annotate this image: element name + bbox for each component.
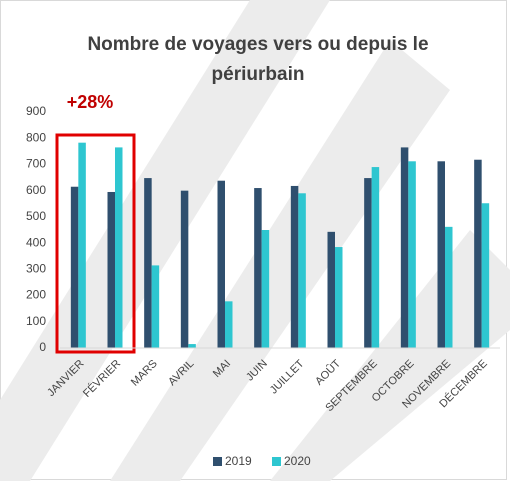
bar [144,178,152,348]
y-tick-label: 900 [26,104,46,118]
bar [261,230,270,348]
highlight-box [55,133,136,354]
bar [298,193,306,348]
bar [290,185,299,348]
legend-swatch [213,457,222,466]
bar [335,247,343,348]
bar [70,186,79,348]
bar [400,147,409,348]
bar [445,226,453,348]
bar [188,344,196,348]
bar [474,159,482,348]
annotation: +28% [67,92,114,112]
bar [364,178,372,348]
chart-title: périurbain [212,64,305,85]
y-tick-label: 600 [26,183,46,197]
y-tick-label: 500 [26,209,46,223]
bar [371,167,380,348]
y-tick-label: 300 [26,262,46,276]
y-tick-label: 100 [26,314,46,328]
bar [180,190,189,348]
legend-label: 2020 [284,454,311,468]
bar [408,161,416,348]
bar [225,301,233,348]
y-tick-label: 800 [26,130,46,144]
chart-title: Nombre de voyages vers ou depuis le [87,34,428,55]
bar [151,265,160,348]
bar [481,203,490,348]
y-tick-label: 200 [26,288,46,302]
y-tick-label: 700 [26,157,46,171]
bar [107,191,115,348]
bar [437,161,445,348]
legend-label: 2019 [225,454,252,468]
bar [115,147,123,348]
bar [327,231,335,348]
y-tick-label: 400 [26,235,46,249]
bar [78,142,86,348]
y-tick-label: 0 [39,340,46,354]
bar [217,180,225,348]
legend-swatch [272,457,281,466]
bar [254,188,262,348]
